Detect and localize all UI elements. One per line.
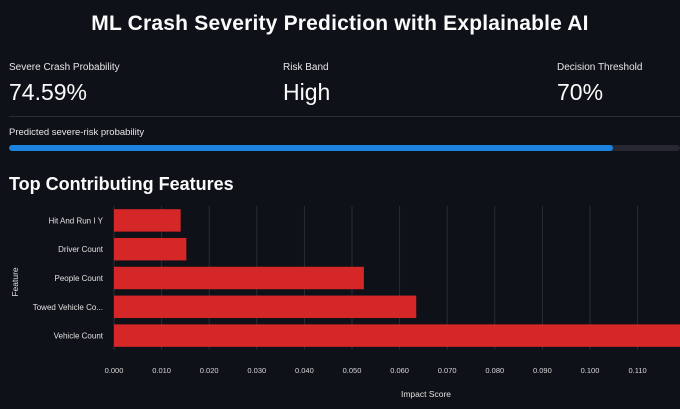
divider <box>9 116 680 117</box>
x-tick-label: 0.060 <box>390 366 409 375</box>
progress-fill <box>9 145 613 151</box>
x-tick-label: 0.000 <box>105 366 124 375</box>
x-tick-label: 0.020 <box>200 366 219 375</box>
x-tick-label: 0.070 <box>438 366 457 375</box>
bar-vehicle-count <box>114 324 680 347</box>
section-title: Top Contributing Features <box>9 174 234 194</box>
metric-label: Risk Band <box>283 62 329 73</box>
x-tick-label: 0.050 <box>343 366 362 375</box>
y-axis-title: Feature <box>10 267 20 297</box>
x-tick-label: 0.040 <box>295 366 314 375</box>
metric-label: Decision Threshold <box>557 62 643 73</box>
y-tick-label: People Count <box>55 274 104 283</box>
x-axis-title: Impact Score <box>401 389 451 399</box>
page-title: ML Crash Severity Prediction with Explai… <box>91 12 589 35</box>
bar-driver-count <box>114 237 187 261</box>
bar-hit-and-run-i-y <box>114 209 181 232</box>
x-tick-label: 0.110 <box>628 366 646 375</box>
y-tick-label: Driver Count <box>58 245 104 254</box>
x-tick-label: 0.100 <box>581 366 600 375</box>
metric-risk-band: Risk Band High <box>283 62 330 106</box>
feature-importance-chart: 0.000 0.010 0.020 0.030 0.040 0.050 0.060 0.070… <box>10 206 680 399</box>
metric-label: Severe Crash Probability <box>9 62 120 73</box>
metric-value: 74.59% <box>9 79 88 105</box>
bar-people-count <box>114 266 364 290</box>
progress-bar <box>9 145 680 151</box>
x-tick-label: 0.010 <box>152 366 171 375</box>
x-tick-label: 0.030 <box>247 366 266 375</box>
y-tick-label: Towed Vehicle Co... <box>33 303 103 312</box>
x-tick-label: 0.090 <box>533 366 552 375</box>
y-tick-label: Vehicle Count <box>54 332 104 341</box>
metric-value: High <box>283 79 331 105</box>
y-tick-label: Hit And Run I Y <box>48 216 103 225</box>
bar-towed-vehicle-co <box>114 295 417 319</box>
x-tick-label: 0.080 <box>485 366 504 375</box>
metric-value: 70% <box>557 79 604 105</box>
progress-label: Predicted severe-risk probability <box>9 127 145 138</box>
metric-decision-threshold: Decision Threshold 70% <box>557 62 642 106</box>
metric-severe-probability: Severe Crash Probability 74.59% <box>9 62 120 106</box>
